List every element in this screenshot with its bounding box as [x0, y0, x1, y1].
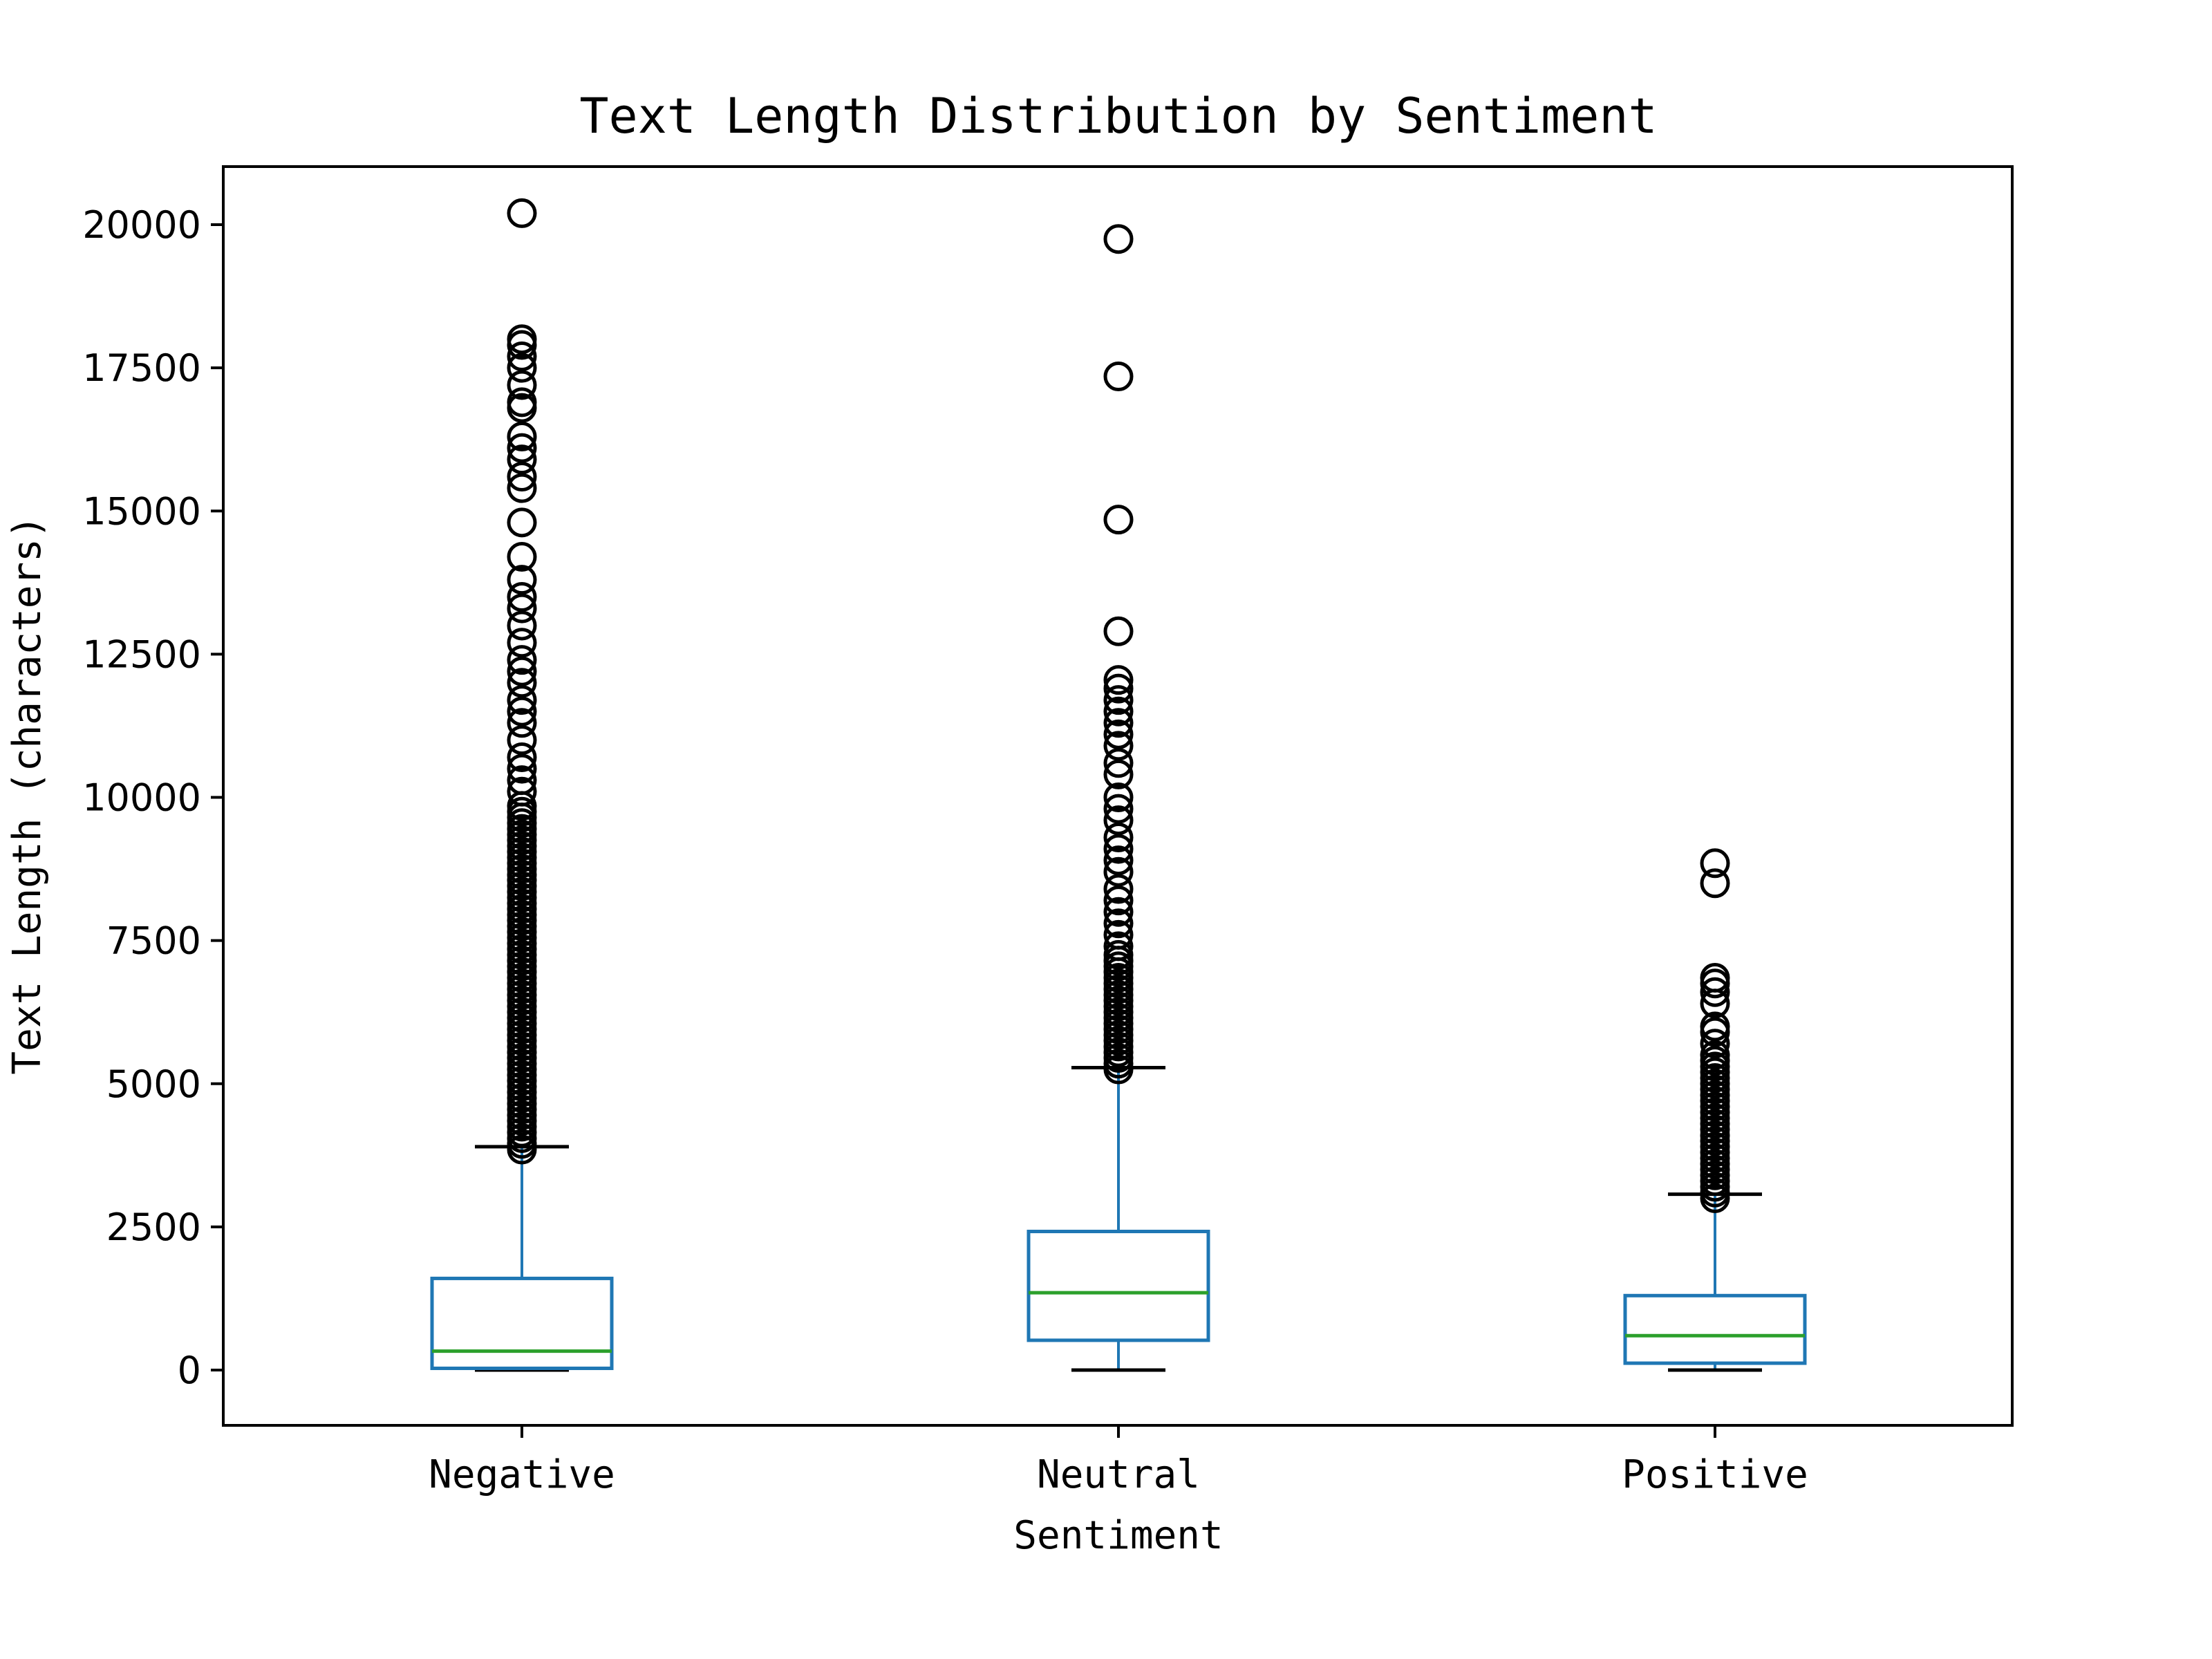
- outlier-point: [1103, 939, 1134, 970]
- outlier-point: [1103, 782, 1134, 812]
- outlier-point: [507, 433, 537, 463]
- outlier-point: [507, 685, 537, 715]
- outlier-point: [507, 422, 537, 452]
- x-axis: Negative Neutral Positive: [429, 1425, 1808, 1497]
- outlier-point: [1103, 665, 1134, 695]
- outlier-point: [1103, 505, 1134, 535]
- outlier-point: [1700, 868, 1730, 899]
- outlier-point: [507, 341, 537, 372]
- box-negative: [430, 198, 614, 1372]
- outlier-point: [1700, 848, 1730, 879]
- outlier-point: [507, 708, 537, 738]
- outlier-point: [1103, 834, 1134, 864]
- x-tick-label: Neutral: [1037, 1452, 1200, 1497]
- outlier-point: [507, 444, 537, 475]
- outlier-point: [507, 668, 537, 698]
- outlier-point: [507, 753, 537, 784]
- outlier-point: [1103, 874, 1134, 904]
- outlier-point: [1700, 962, 1730, 993]
- outlier-point: [507, 370, 537, 400]
- outlier-point: [1103, 805, 1134, 836]
- outlier-point: [507, 696, 537, 727]
- outlier-point: [507, 765, 537, 796]
- outlier-point: [1103, 897, 1134, 927]
- y-tick-label: 7500: [106, 919, 201, 963]
- outlier-point: [507, 387, 537, 418]
- y-tick-label: 5000: [106, 1062, 201, 1106]
- outlier-point: [1103, 362, 1134, 392]
- outlier-point: [507, 656, 537, 686]
- x-tick-label: Negative: [429, 1452, 615, 1497]
- y-tick-label: 20000: [82, 203, 201, 247]
- outlier-point: [507, 198, 537, 228]
- outlier-point: [1700, 1011, 1730, 1042]
- outlier-point: [1103, 919, 1134, 950]
- outlier-point: [1103, 673, 1134, 704]
- outlier-point: [507, 776, 537, 807]
- outlier-point: [1103, 719, 1134, 749]
- outlier-point: [1103, 845, 1134, 876]
- outlier-point: [1103, 748, 1134, 778]
- outlier-point: [507, 610, 537, 641]
- y-tick-label: 0: [178, 1349, 201, 1392]
- outlier-point: [1700, 1040, 1730, 1070]
- outlier-point: [1103, 685, 1134, 715]
- iqr-box: [1027, 1230, 1210, 1342]
- x-axis-label: Sentiment: [1013, 1513, 1223, 1558]
- outlier-point: [507, 593, 537, 624]
- outlier-point: [1700, 1029, 1730, 1059]
- outlier-point: [507, 473, 537, 503]
- outlier-point: [507, 742, 537, 773]
- outlier-point: [1103, 616, 1134, 646]
- outlier-point: [1103, 856, 1134, 887]
- iqr-box: [430, 1276, 614, 1371]
- outlier-point: [1103, 708, 1134, 738]
- chart-title: Text Length Distribution by Sentiment: [579, 88, 1657, 144]
- box-series: [430, 198, 1807, 1372]
- outlier-point: [507, 324, 537, 355]
- outlier-point: [1103, 822, 1134, 852]
- box-neutral: [1027, 224, 1210, 1372]
- outlier-point: [1103, 759, 1134, 789]
- y-tick-label: 17500: [82, 346, 201, 390]
- outlier-point: [507, 507, 537, 538]
- x-tick-label: Positive: [1622, 1452, 1808, 1497]
- iqr-box: [1623, 1293, 1807, 1365]
- outlier-point: [1103, 885, 1134, 916]
- outlier-point: [507, 725, 537, 756]
- outlier-point: [1700, 977, 1730, 1007]
- y-tick-label: 2500: [106, 1206, 201, 1249]
- outlier-point: [1103, 731, 1134, 761]
- outlier-point: [507, 645, 537, 675]
- outlier-point: [1103, 696, 1134, 727]
- outlier-point: [507, 582, 537, 612]
- y-tick-label: 15000: [82, 489, 201, 533]
- outlier-point: [507, 565, 537, 595]
- y-axis-label: Text Length (characters): [5, 515, 50, 1074]
- outlier-point: [1103, 931, 1134, 962]
- outlier-point: [1103, 794, 1134, 824]
- outlier-point: [507, 542, 537, 572]
- outlier-point: [507, 462, 537, 492]
- box-positive: [1623, 848, 1807, 1372]
- outlier-point: [507, 628, 537, 658]
- outlier-point: [1103, 908, 1134, 939]
- y-tick-label: 10000: [82, 776, 201, 820]
- y-axis: 0 2500 5000 7500 10000 12500 15000 17500 20000: [82, 203, 223, 1392]
- outlier-point: [1103, 224, 1134, 254]
- outlier-point: [507, 353, 537, 383]
- y-tick-label: 12500: [82, 632, 201, 676]
